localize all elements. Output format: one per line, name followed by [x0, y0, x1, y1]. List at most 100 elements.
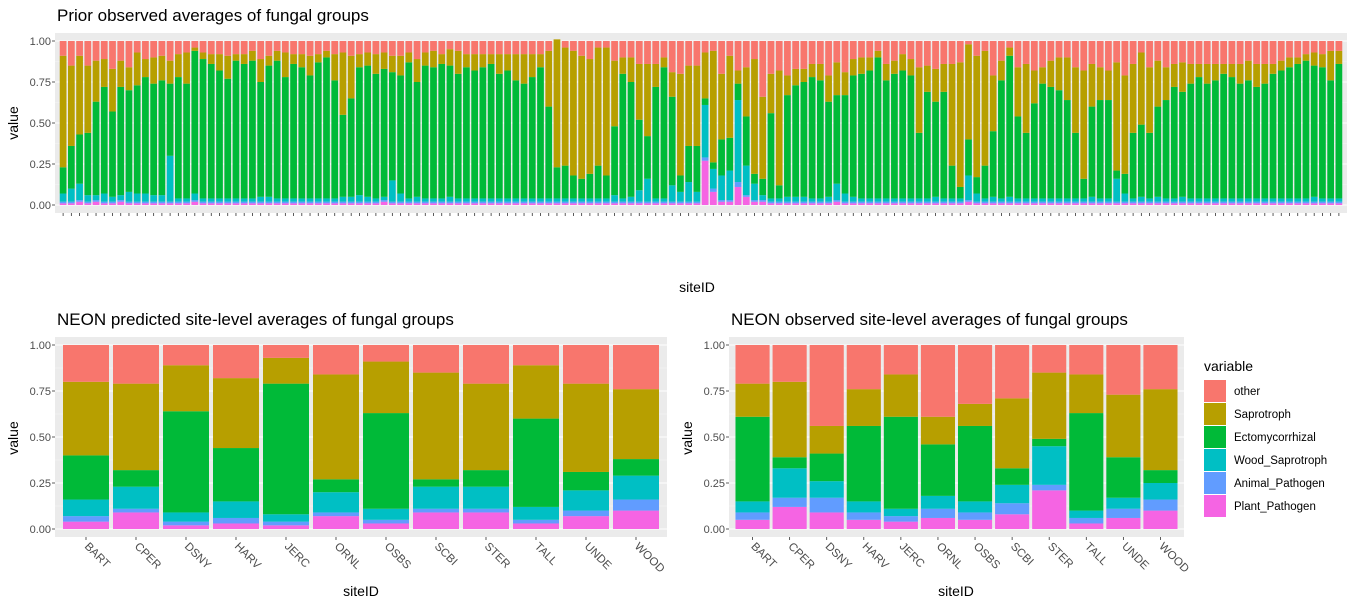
prior-bar-wood-saprotroph	[438, 198, 446, 202]
prior-bar-wood-saprotroph	[685, 182, 693, 202]
prior-bar-wood-saprotroph	[1014, 198, 1022, 202]
prior-bar-plant-pathogen	[1113, 203, 1121, 205]
prior-bar-animal-pathogen	[495, 201, 503, 204]
predicted-bar-animal-pathogen	[213, 517, 259, 524]
prior-bar-ectomycorrhizal	[1146, 132, 1153, 199]
prior-bar-plant-pathogen	[693, 203, 701, 205]
prior-bar-wood-saprotroph	[405, 198, 413, 202]
prior-bar-plant-pathogen	[932, 203, 939, 205]
prior-bar-plant-pathogen	[454, 203, 462, 205]
prior-bar-saprotroph	[932, 68, 939, 102]
prior-bar-animal-pathogen	[635, 201, 643, 204]
observed-bar-animal-pathogen	[772, 497, 807, 507]
prior-bar-plant-pathogen	[537, 203, 544, 205]
prior-bar-animal-pathogen	[1154, 201, 1162, 204]
prior-bar-other	[479, 41, 487, 55]
prior-bar-saprotroph	[421, 52, 429, 66]
prior-bar-animal-pathogen	[874, 201, 882, 204]
predicted-bar-other	[363, 345, 409, 362]
prior-bar-other	[487, 41, 495, 55]
predicted-bar-plant-pathogen	[413, 512, 459, 529]
prior-bar-animal-pathogen	[1022, 201, 1030, 204]
prior-bar-other	[561, 41, 569, 48]
observed-bar-plant-pathogen	[846, 519, 881, 529]
prior-bar-animal-pathogen	[1261, 201, 1269, 204]
prior-bar-wood-saprotroph	[635, 190, 643, 202]
predicted-x-tick-label: UNDE	[582, 541, 614, 573]
prior-bar-ectomycorrhizal	[232, 60, 240, 199]
predicted-y-tick-label: 1.00	[30, 340, 51, 352]
prior-bar-saprotroph	[561, 47, 569, 166]
prior-bar-other	[1129, 41, 1137, 64]
observed-bar-plant-pathogen	[1069, 523, 1104, 529]
observed-bar-plant-pathogen	[957, 519, 993, 529]
prior-bar-other	[734, 41, 742, 71]
predicted-bar-ectomycorrhizal	[613, 459, 659, 476]
prior-bar-ectomycorrhizal	[1022, 132, 1030, 199]
legend-label: Ectomycorrhizal	[1234, 432, 1316, 444]
observed-y-axis-label: value	[679, 421, 695, 455]
prior-bar-other	[1319, 41, 1326, 55]
prior-bar-other	[1261, 41, 1269, 64]
prior-bar-plant-pathogen	[915, 203, 923, 205]
prior-bar-wood-saprotroph	[915, 198, 923, 202]
prior-bar-plant-pathogen	[1335, 203, 1343, 205]
prior-bar-wood-saprotroph	[660, 198, 668, 202]
prior-bar-plant-pathogen	[1319, 203, 1326, 205]
prior-bar-ectomycorrhizal	[1286, 67, 1293, 199]
prior-bar-wood-saprotroph	[199, 198, 207, 202]
prior-bar-other	[265, 41, 273, 56]
prior-bar-other	[833, 41, 841, 63]
prior-bar-animal-pathogen	[561, 201, 569, 204]
prior-bar-wood-saprotroph	[751, 183, 758, 201]
prior-bar-saprotroph	[216, 54, 223, 71]
prior-bar-other	[751, 41, 758, 60]
prior-bar-animal-pathogen	[1244, 201, 1252, 204]
prior-bar-other	[224, 41, 232, 56]
prior-bar-plant-pathogen	[965, 201, 972, 205]
prior-bar-saprotroph	[644, 63, 651, 137]
prior-bar-plant-pathogen	[1327, 203, 1335, 205]
observed-x-tick-label: JERC	[897, 541, 927, 571]
predicted-bar-plant-pathogen	[363, 523, 409, 529]
prior-bar-wood-saprotroph	[652, 198, 660, 202]
prior-bar-animal-pathogen	[537, 201, 544, 204]
prior-bar-other	[1187, 41, 1195, 64]
prior-bar-saprotroph	[1236, 63, 1244, 84]
prior-bar-plant-pathogen	[841, 203, 849, 205]
prior-bar-other	[1096, 41, 1104, 68]
prior-y-tick-label: 0.00	[30, 200, 51, 212]
prior-bar-saprotroph	[882, 63, 890, 81]
prior-bar-animal-pathogen	[463, 201, 470, 204]
prior-bar-ectomycorrhizal	[199, 59, 207, 199]
prior-bar-other	[1162, 41, 1170, 68]
prior-bar-animal-pathogen	[1228, 201, 1236, 204]
prior-bar-other	[882, 41, 890, 64]
prior-bar-saprotroph	[199, 52, 207, 60]
prior-bar-animal-pathogen	[405, 201, 413, 204]
observed-bar-plant-pathogen	[772, 506, 807, 529]
prior-bar-wood-saprotroph	[1269, 198, 1277, 202]
observed-bar-wood-saprotroph	[772, 468, 807, 498]
predicted-x-tick-label: OSBS	[382, 541, 413, 572]
predicted-bar-saprotroph	[563, 383, 609, 472]
prior-bar-animal-pathogen	[759, 200, 767, 202]
observed-bar-ectomycorrhizal	[995, 468, 1030, 485]
prior-bar-plant-pathogen	[150, 203, 158, 205]
prior-bar-ectomycorrhizal	[726, 137, 734, 171]
prior-bar-animal-pathogen	[1063, 201, 1071, 204]
predicted-bar-plant-pathogen	[113, 512, 159, 529]
prior-bar-wood-saprotroph	[158, 195, 166, 202]
observed-bar-ectomycorrhizal	[772, 457, 807, 469]
prior-bar-ectomycorrhizal	[784, 95, 791, 197]
prior-bar-wood-saprotroph	[948, 198, 956, 202]
prior-bar-wood-saprotroph	[882, 198, 890, 202]
prior-bar-plant-pathogen	[133, 203, 141, 205]
prior-bar-saprotroph	[726, 55, 734, 138]
prior-bar-wood-saprotroph	[775, 198, 783, 202]
prior-bar-plant-pathogen	[561, 203, 569, 205]
prior-bar-animal-pathogen	[652, 201, 660, 204]
prior-bar-plant-pathogen	[989, 203, 997, 205]
prior-bar-animal-pathogen	[1072, 201, 1079, 204]
prior-bar-saprotroph	[899, 54, 907, 71]
